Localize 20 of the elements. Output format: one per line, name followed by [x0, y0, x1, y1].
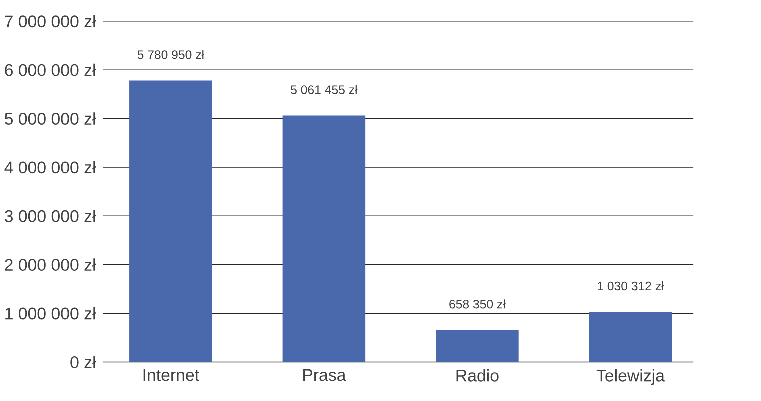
bar [436, 330, 519, 362]
bar [130, 80, 212, 362]
x-tick-label: Prasa [304, 369, 346, 382]
data-label: 5 780 950 zł [138, 50, 204, 60]
y-tick-label: 4 000 000 zł [4, 161, 96, 174]
x-tick-label: Telewizja [596, 369, 665, 386]
y-tick-label: 7 000 000 zł [5, 15, 96, 28]
y-tick-label: 6 000 000 zł [5, 64, 96, 76]
data-label: 5 061 455 zł [291, 85, 358, 94]
y-tick-label: 3 000 000 zł [4, 210, 96, 222]
data-label: 658 350 zł [450, 300, 506, 309]
x-tick-label: Radio [456, 369, 499, 382]
data-label: 1 030 312 zł [598, 281, 664, 291]
y-tick-label: 1 000 000 zł [6, 307, 96, 320]
y-tick-label: 2 000 000 zł [5, 258, 96, 271]
bar [282, 116, 366, 362]
y-tick-label: 5 000 000 zł [5, 112, 96, 125]
bar [589, 312, 672, 362]
y-tick-label: 0 zł [70, 356, 96, 368]
x-tick-label: Internet [144, 369, 200, 382]
